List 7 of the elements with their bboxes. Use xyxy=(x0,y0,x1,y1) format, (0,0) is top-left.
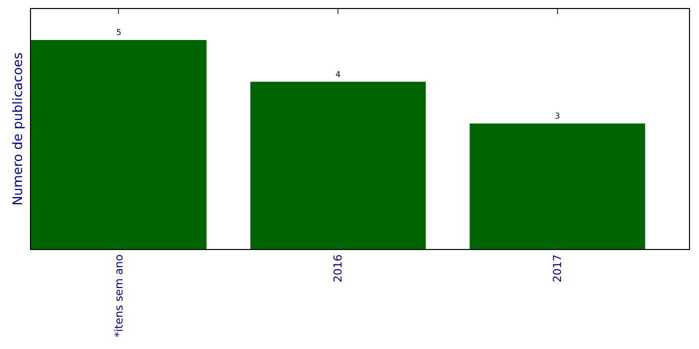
x-tick-label: 2017 xyxy=(550,254,564,282)
x-tick-label: 2016 xyxy=(332,254,345,282)
y-axis-title: Numero de publicacoes xyxy=(10,52,26,206)
data-label: 5 xyxy=(116,28,122,37)
x-tick-label: *itens sem ano xyxy=(112,254,126,338)
data-label: 4 xyxy=(336,70,341,79)
data-label: 3 xyxy=(554,112,560,121)
